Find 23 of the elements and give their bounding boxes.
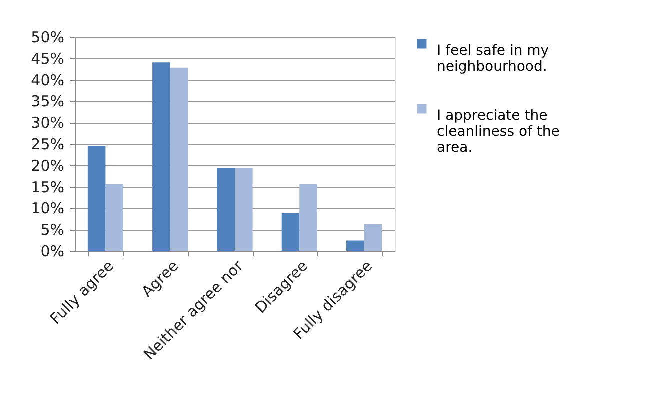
bar xyxy=(170,68,188,251)
y-tick-label: 10% xyxy=(31,200,64,218)
bar xyxy=(152,62,170,251)
y-tick-label: 25% xyxy=(31,136,64,154)
bar xyxy=(300,184,318,251)
bar xyxy=(235,168,253,251)
bar xyxy=(88,146,106,251)
y-tick-label: 0% xyxy=(40,242,64,260)
bar xyxy=(282,213,300,251)
y-tick-label: 15% xyxy=(31,178,64,196)
bar xyxy=(364,224,382,251)
y-tick-label: 40% xyxy=(31,71,64,90)
legend-label: I feel safe in my neighbourhood. xyxy=(437,43,550,75)
y-tick-label: 35% xyxy=(31,92,64,111)
y-tick-label: 30% xyxy=(31,114,64,132)
y-tick-label: 5% xyxy=(40,221,64,240)
y-tick-label: 45% xyxy=(31,50,64,68)
bar xyxy=(217,168,235,251)
legend-label: I appreciate the cleanliness of the area. xyxy=(437,108,560,156)
bar xyxy=(106,184,124,251)
y-tick-label: 50% xyxy=(31,28,64,46)
bar xyxy=(346,240,364,251)
y-tick-label: 20% xyxy=(31,156,64,175)
